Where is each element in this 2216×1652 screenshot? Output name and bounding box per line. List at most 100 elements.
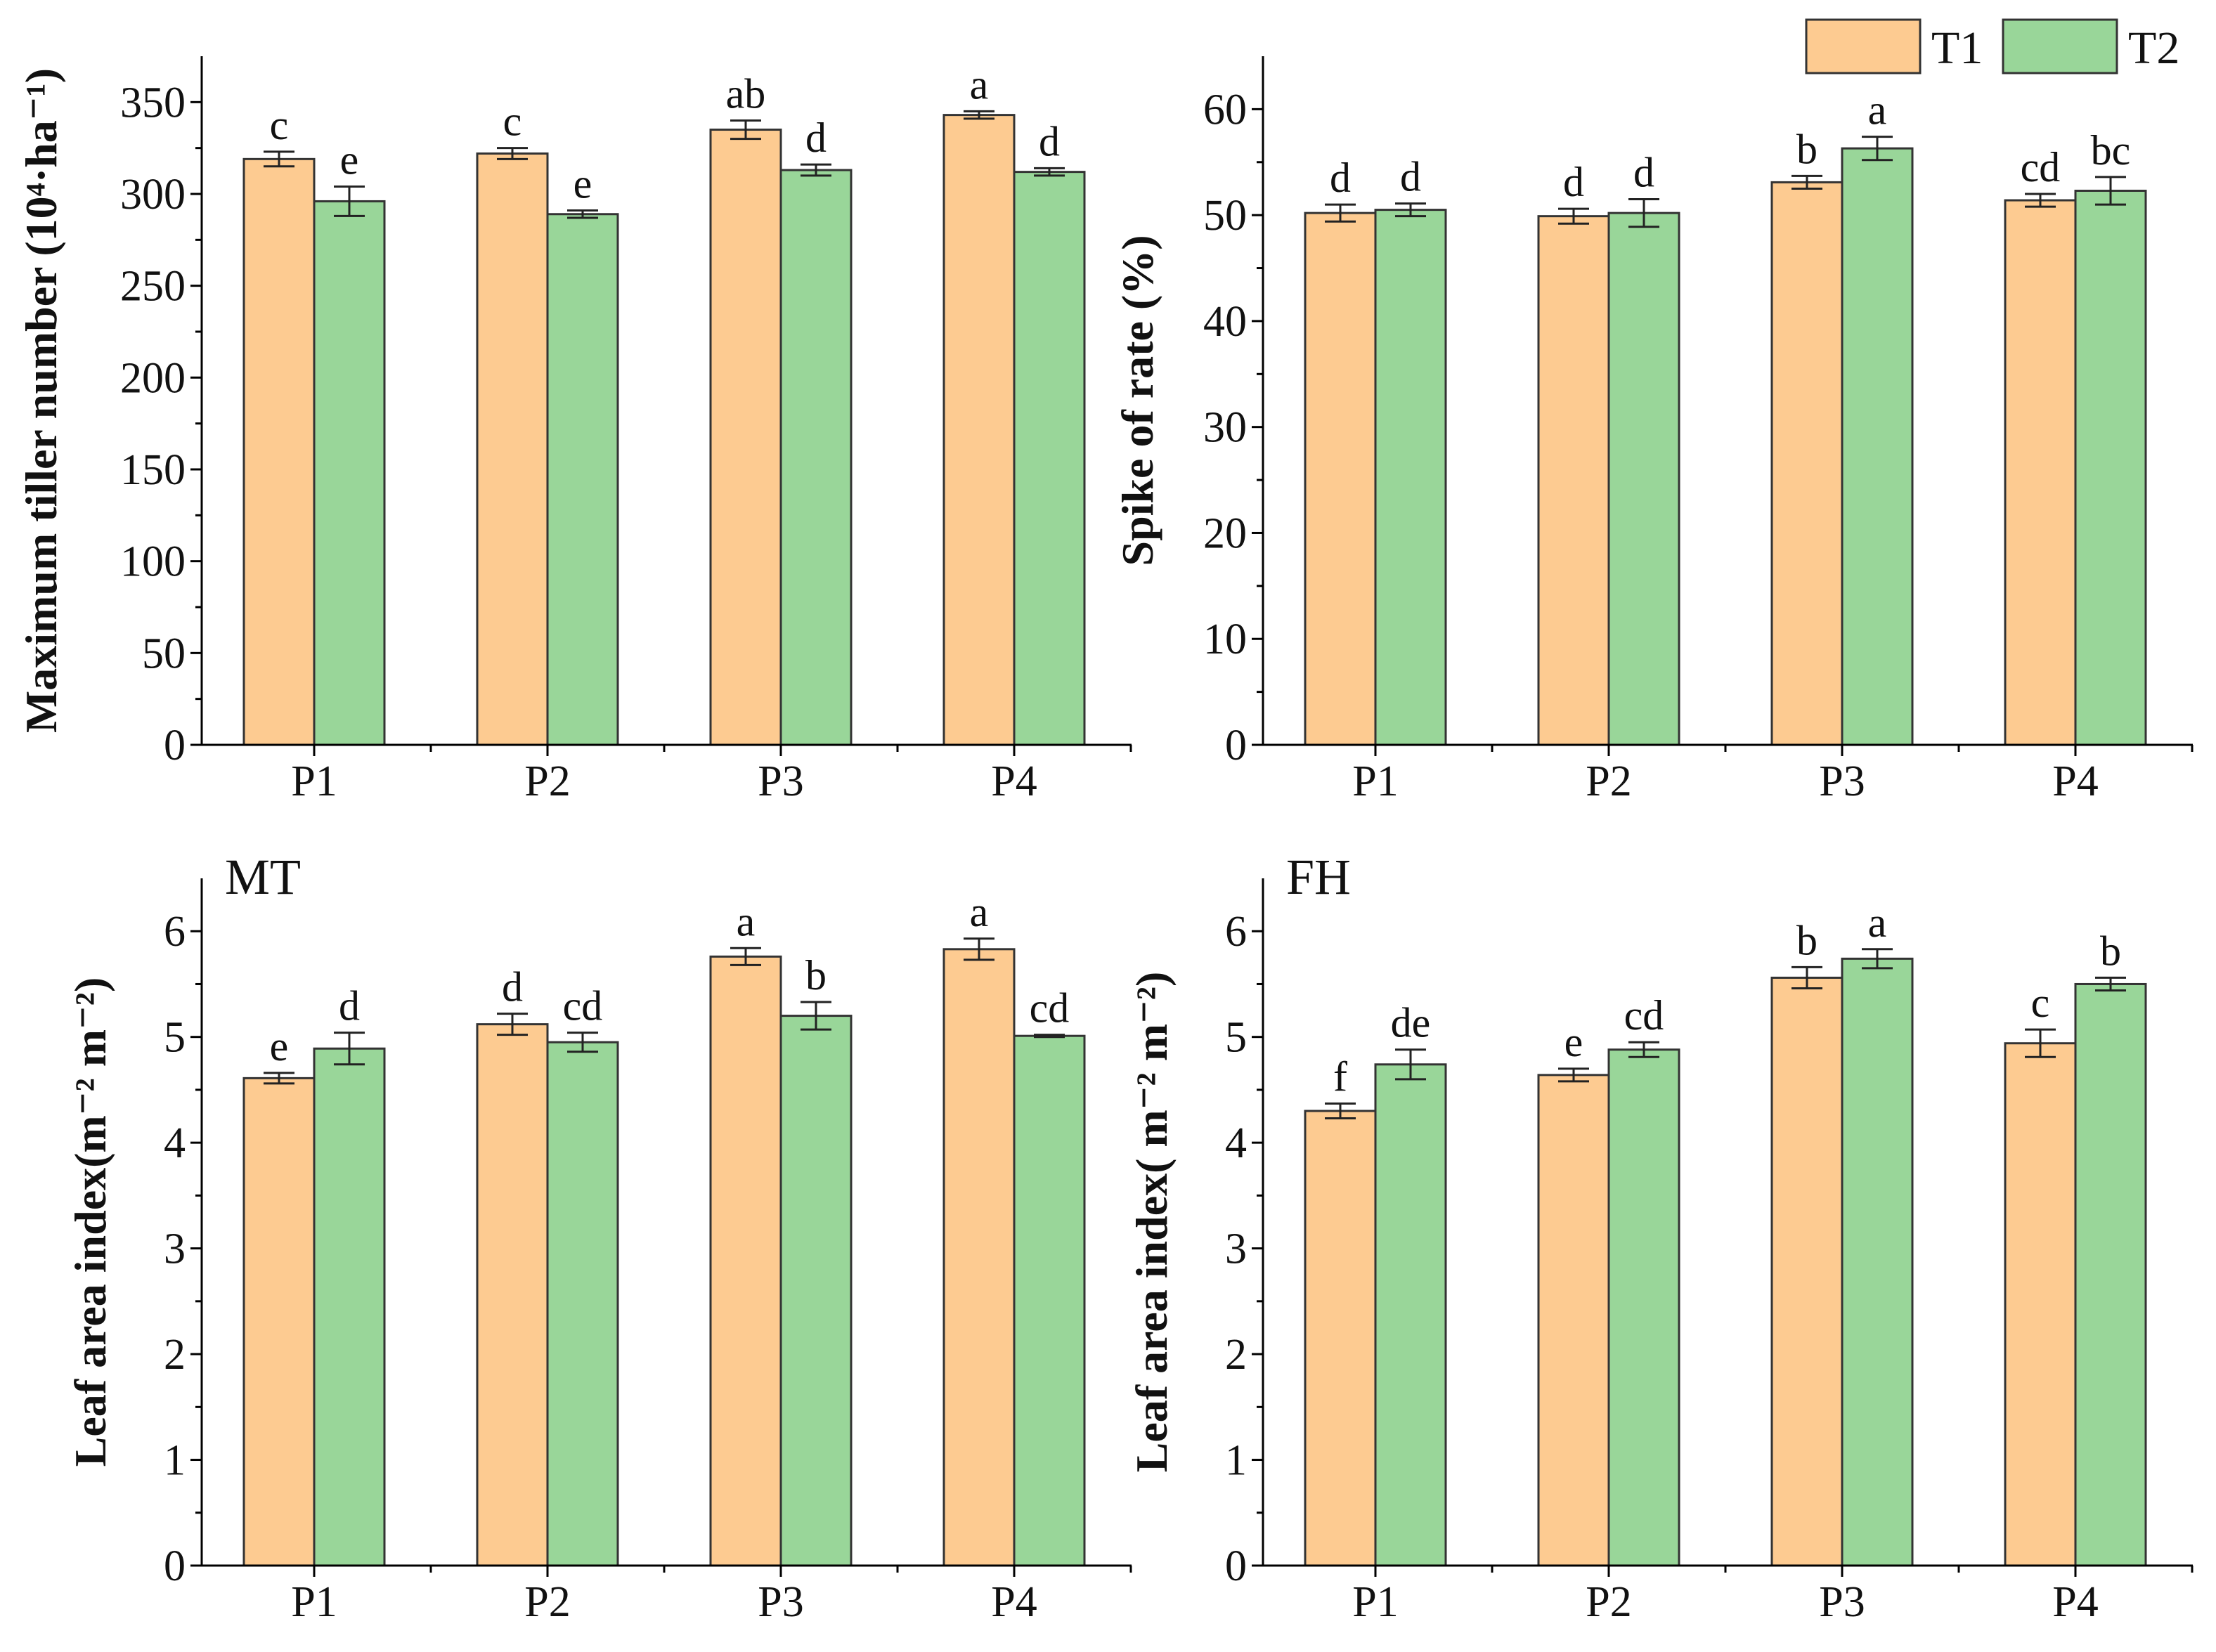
y-tick-label: 4 bbox=[164, 1119, 186, 1167]
y-tick-label: 3 bbox=[164, 1225, 186, 1273]
bar-t1-p3 bbox=[711, 956, 781, 1566]
significance-label: d bbox=[1633, 150, 1654, 196]
bar-t2-p3 bbox=[781, 170, 851, 745]
y-tick-label: 200 bbox=[120, 354, 186, 402]
legend: T1 T2 bbox=[1806, 20, 2179, 74]
bar-t2-p1 bbox=[1375, 210, 1446, 745]
significance-label: cd bbox=[2021, 144, 2061, 190]
significance-label: de bbox=[1391, 1000, 1431, 1046]
bar-t2-p3 bbox=[781, 1016, 851, 1566]
x-tick-label: P2 bbox=[524, 757, 570, 805]
significance-label: e bbox=[340, 137, 359, 183]
y-tick-label: 6 bbox=[1225, 908, 1247, 956]
panel-tag: MT bbox=[225, 849, 301, 905]
significance-label: a bbox=[1868, 87, 1887, 134]
y-tick-label: 4 bbox=[1225, 1119, 1247, 1167]
y-tick-label: 50 bbox=[1203, 192, 1247, 240]
y-tick-label: 60 bbox=[1203, 86, 1247, 134]
figure-svg: ceP1ceP2abdP3adP4050100150200250300350Ma… bbox=[0, 0, 2216, 1648]
y-tick-label: 1 bbox=[1225, 1437, 1247, 1485]
y-axis-title: Maximum tiller number (10⁴·ha⁻¹) bbox=[16, 68, 66, 733]
y-axis-title: Leaf area index( m⁻² m⁻²) bbox=[1127, 972, 1177, 1473]
y-tick-label: 150 bbox=[120, 446, 186, 494]
x-tick-label: P3 bbox=[1819, 1578, 1865, 1626]
bar-t1-p2 bbox=[1538, 216, 1609, 745]
y-tick-label: 30 bbox=[1203, 404, 1247, 452]
y-tick-label: 350 bbox=[120, 79, 186, 126]
significance-label: b bbox=[1796, 126, 1817, 172]
x-tick-label: P3 bbox=[758, 1578, 803, 1626]
significance-label: c bbox=[2031, 980, 2050, 1026]
x-tick-label: P4 bbox=[991, 1578, 1037, 1626]
bar-t1-p3 bbox=[1772, 182, 1842, 745]
x-tick-label: P1 bbox=[1352, 757, 1398, 805]
x-tick-label: P2 bbox=[524, 1578, 570, 1626]
legend-swatch-t1 bbox=[1806, 20, 1920, 73]
bar-t2-p1 bbox=[314, 1048, 384, 1566]
bar-t2-p2 bbox=[1609, 1050, 1679, 1566]
y-axis-title: Leaf area index(m⁻² m⁻²) bbox=[65, 977, 115, 1467]
y-tick-label: 250 bbox=[120, 263, 186, 311]
chart-panel-2: d d P1 d d P2 b a P3 cd bc P4 0 10 20 30 40 50 60 Spike of … bbox=[1113, 56, 2193, 805]
significance-label: e bbox=[574, 161, 592, 207]
bar-t1-p3 bbox=[1772, 977, 1842, 1566]
bar-t1-p4 bbox=[2005, 200, 2075, 745]
significance-label: d bbox=[1330, 155, 1351, 201]
x-tick-label: P2 bbox=[1586, 757, 1631, 805]
bar-t1-p2 bbox=[1538, 1075, 1609, 1566]
significance-label: a bbox=[1868, 899, 1887, 946]
y-tick-label: 50 bbox=[142, 630, 186, 677]
significance-label: d bbox=[502, 964, 523, 1010]
bar-t2-p4 bbox=[2075, 984, 2146, 1566]
y-tick-label: 100 bbox=[120, 538, 186, 586]
bar-t2-p2 bbox=[1609, 213, 1679, 745]
bar-t1-p3 bbox=[711, 130, 781, 745]
figure: c e P1 c e P2 ab d P3 a d P4 0 50 100 150 200 250 300 350 Ma… bbox=[0, 0, 2216, 1648]
significance-label: c bbox=[270, 102, 289, 148]
legend-swatch-t2 bbox=[2003, 20, 2117, 73]
bar-t1-p1 bbox=[1305, 1111, 1375, 1566]
panel-tag: FH bbox=[1286, 849, 1351, 905]
significance-label: d bbox=[1400, 154, 1421, 200]
y-tick-label: 2 bbox=[1225, 1331, 1247, 1379]
y-tick-label: 0 bbox=[1225, 1542, 1247, 1590]
bar-t1-p1 bbox=[244, 159, 314, 745]
y-tick-label: 2 bbox=[164, 1331, 186, 1379]
significance-label: b bbox=[2100, 928, 2121, 974]
bar-t2-p4 bbox=[1014, 1036, 1084, 1566]
y-tick-label: 1 bbox=[164, 1437, 186, 1485]
x-tick-label: P3 bbox=[1819, 757, 1865, 805]
bar-t1-p2 bbox=[477, 1025, 547, 1566]
y-tick-label: 6 bbox=[164, 908, 186, 956]
y-tick-label: 3 bbox=[1225, 1225, 1247, 1273]
x-tick-label: P1 bbox=[1352, 1578, 1398, 1626]
y-tick-label: 10 bbox=[1203, 616, 1247, 663]
bar-t2-p4 bbox=[2075, 190, 2146, 745]
x-tick-label: P4 bbox=[991, 757, 1037, 805]
significance-label: ab bbox=[726, 70, 766, 117]
y-tick-label: 40 bbox=[1203, 298, 1247, 346]
y-tick-label: 0 bbox=[1225, 722, 1247, 769]
bar-t2-p1 bbox=[1375, 1065, 1446, 1566]
bar-t1-p1 bbox=[244, 1078, 314, 1566]
significance-label: cd bbox=[1030, 985, 1070, 1032]
significance-label: b bbox=[1796, 917, 1817, 963]
x-tick-label: P1 bbox=[291, 1578, 337, 1626]
significance-label: d bbox=[1039, 118, 1060, 164]
bar-t1-p2 bbox=[477, 154, 547, 745]
significance-label: e bbox=[1564, 1019, 1583, 1065]
x-tick-label: P1 bbox=[291, 757, 337, 805]
bar-t2-p2 bbox=[547, 214, 618, 745]
bar-t2-p3 bbox=[1842, 148, 1912, 745]
bar-t2-p1 bbox=[314, 201, 384, 745]
significance-label: a bbox=[970, 889, 989, 935]
significance-label: a bbox=[970, 61, 989, 108]
bar-t2-p2 bbox=[547, 1042, 618, 1566]
y-tick-label: 0 bbox=[164, 722, 186, 769]
legend-label-t1: T1 bbox=[1931, 22, 1983, 74]
significance-label: cd bbox=[563, 983, 603, 1029]
significance-label: bc bbox=[2091, 127, 2131, 174]
significance-label: d bbox=[339, 983, 360, 1029]
y-tick-label: 0 bbox=[164, 1542, 186, 1590]
